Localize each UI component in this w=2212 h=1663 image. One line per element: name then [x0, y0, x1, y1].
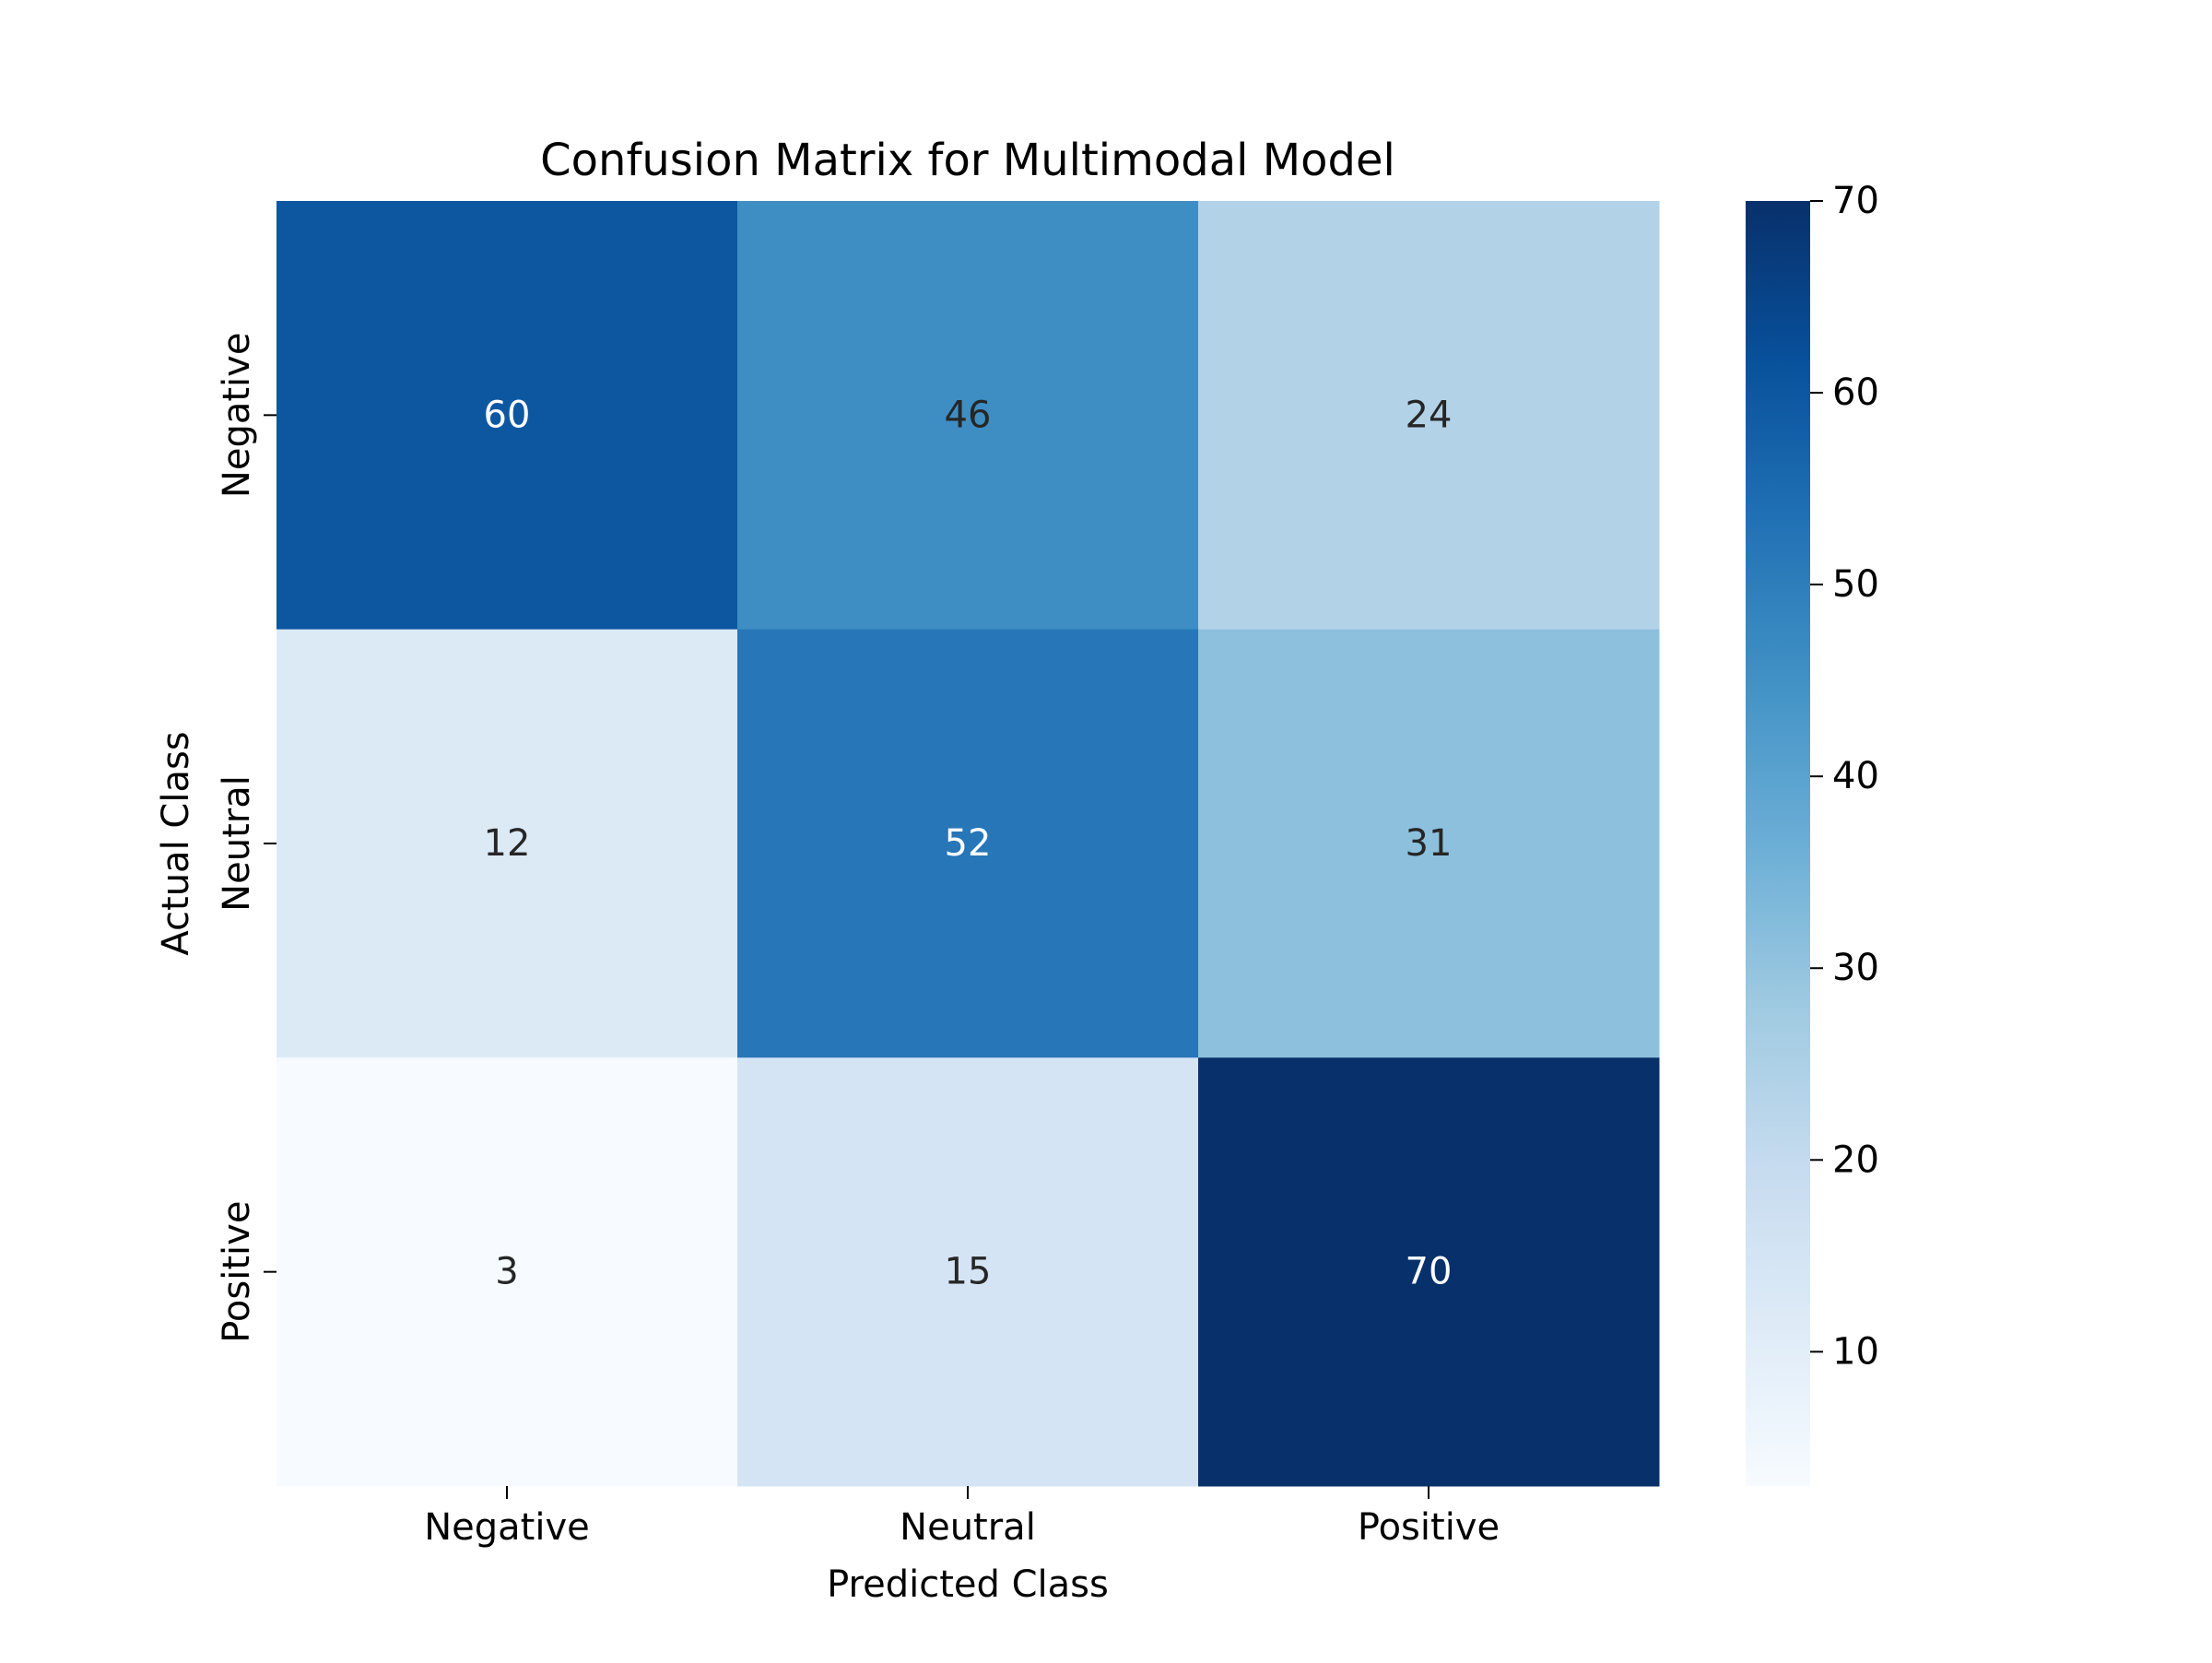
colorbar-tick-label: 40	[1832, 755, 1879, 797]
cell-value-label: 3	[495, 1251, 518, 1293]
x-tick-label: Positive	[1358, 1506, 1500, 1549]
heatmap-cell	[1198, 629, 1660, 1058]
cell-value-label: 31	[1406, 822, 1453, 865]
colorbar-tick-label: 70	[1832, 180, 1879, 222]
x-axis: Negative Neutral Positive	[424, 1486, 1500, 1549]
colorbar: 10 20 30 40 50 60 70	[1746, 180, 1879, 1486]
cell-value-label: 46	[945, 394, 992, 436]
y-axis: Negative Neutral Positive	[216, 333, 276, 1343]
colorbar-tick-label: 30	[1832, 947, 1879, 989]
chart-title: Confusion Matrix for Multimodal Model	[540, 135, 1395, 186]
heatmap-cell	[737, 1057, 1199, 1487]
heatmap-cell-labels: 60 46 24 12 52 31 3 15 70	[484, 394, 1453, 1292]
colorbar-tick-label: 60	[1832, 372, 1879, 414]
y-tick-label: Neutral	[216, 775, 258, 912]
heatmap-cell	[1198, 1057, 1660, 1487]
colorbar-tick-label: 20	[1832, 1138, 1879, 1181]
heatmap-cell	[1198, 201, 1660, 631]
heatmap-cell	[737, 629, 1199, 1058]
cell-value-label: 60	[484, 394, 531, 436]
x-tick-label: Neutral	[900, 1506, 1036, 1549]
y-axis-label: Actual Class	[155, 731, 197, 955]
cell-value-label: 12	[484, 822, 531, 865]
x-axis-label: Predicted Class	[827, 1563, 1109, 1606]
cell-value-label: 15	[945, 1251, 992, 1293]
cell-value-label: 70	[1406, 1251, 1453, 1293]
y-tick-label: Negative	[216, 333, 258, 499]
y-tick-label: Positive	[216, 1201, 258, 1343]
x-tick-label: Negative	[424, 1506, 590, 1549]
heatmap-cell	[276, 629, 738, 1058]
colorbar-tick-label: 10	[1832, 1330, 1879, 1373]
heatmap-cell	[737, 201, 1199, 631]
cell-value-label: 24	[1406, 394, 1453, 436]
colorbar-tick-label: 50	[1832, 563, 1879, 606]
cell-value-label: 52	[945, 822, 992, 865]
heatmap-cell	[276, 1057, 738, 1487]
colorbar-gradient	[1746, 201, 1810, 1486]
heatmap-cells	[276, 201, 1660, 1487]
heatmap-cell	[276, 201, 738, 631]
